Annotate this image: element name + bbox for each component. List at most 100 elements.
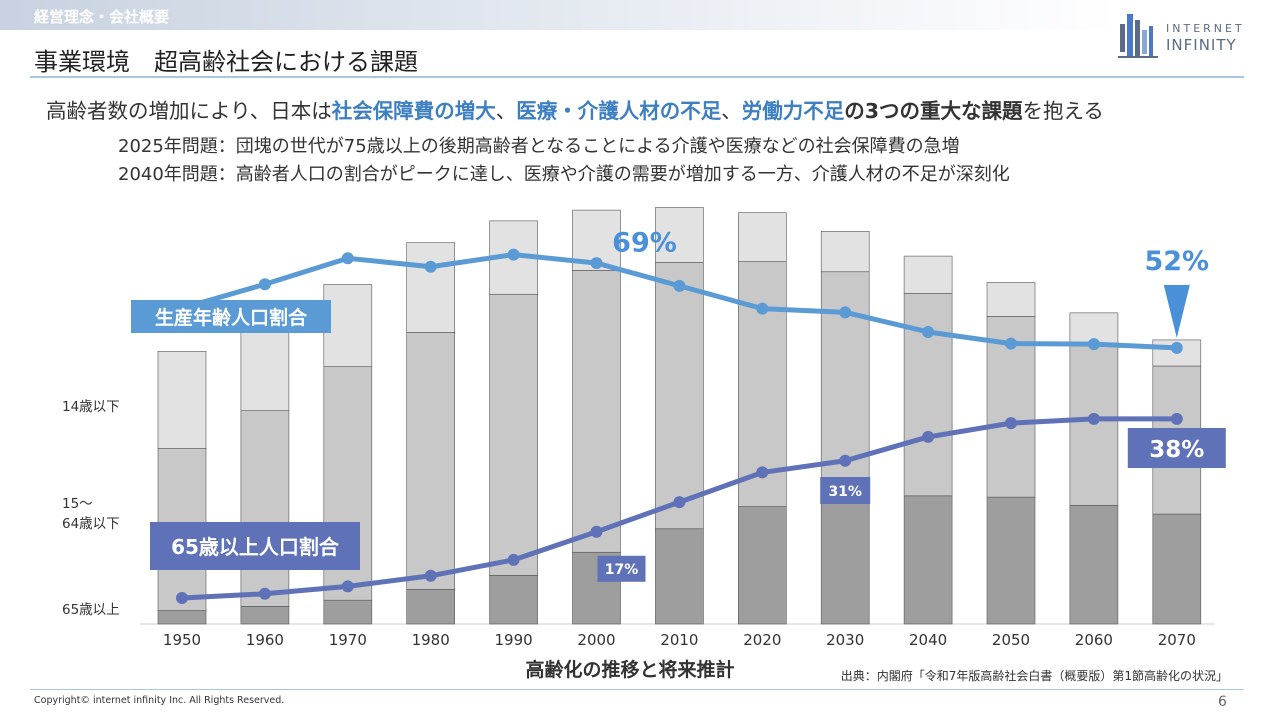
x-tick-label: 1950 (163, 631, 201, 649)
bar-2010-segment-2 (655, 207, 704, 263)
bottom-end-label: 38% (1149, 437, 1204, 463)
bar-2010-segment-1 (655, 261, 704, 530)
headline-separator: 、 (721, 99, 742, 123)
top-line-name: 生産年齢人口割合 (155, 306, 308, 329)
top-peak-label: 69% (612, 228, 677, 259)
source-note: 出典：内閣府「令和7年版高齢社会白書（概要版）第1節高齢化の状況」 (841, 668, 1228, 683)
x-tick-label: 2070 (1158, 631, 1196, 649)
bar-2000-segment-1 (572, 270, 621, 553)
line-1-point-2050 (1005, 417, 1017, 430)
legend-65-over: 65歳以上 (62, 602, 120, 618)
bar-1990-segment-0 (489, 575, 538, 625)
bar-2040-segment-1 (903, 292, 953, 497)
legend-15-64-line1: 15～ (62, 496, 93, 512)
line-0-point-1970 (341, 252, 354, 265)
line-0-point-2010 (673, 279, 686, 292)
line-0-point-2020 (756, 302, 769, 315)
title-divider (30, 76, 1244, 78)
bar-2060-segment-0 (1069, 504, 1119, 625)
x-tick-label: 2040 (909, 631, 947, 649)
bar-1960-segment-1 (240, 410, 290, 607)
headline-highlight-social-security: 社会保障費の増大 (331, 99, 496, 123)
line-0-point-2000 (590, 257, 603, 270)
line-1-point-2010 (673, 496, 686, 509)
bar-1970-segment-2 (323, 284, 373, 367)
line-1-point-2020 (756, 466, 769, 479)
line-1-point-1990 (507, 553, 520, 566)
top-line-name-box (131, 300, 331, 333)
headline-separator: 、 (495, 99, 517, 123)
footer-divider (30, 689, 1244, 690)
x-tick-label: 2000 (577, 631, 615, 649)
headline-bold: の3つの重大な課題 (844, 99, 1023, 123)
line-0-point-2070 (1170, 341, 1183, 354)
top-end-label: 52% (1144, 246, 1209, 277)
bar-2050-segment-2 (986, 282, 1036, 317)
line-1-point-1970 (341, 580, 354, 593)
bar-1980-segment-1 (406, 332, 456, 590)
line-1-point-2070 (1170, 412, 1183, 425)
x-tick-label: 2050 (992, 631, 1030, 649)
logo-text-internet: INTERNET (1166, 22, 1245, 35)
bottom-end-label-box (1127, 428, 1226, 468)
bar-2060-segment-2 (1069, 312, 1119, 344)
x-axis-title: 高齢化の推移と将来推計 (525, 658, 734, 681)
bar-1950-segment-2 (157, 351, 207, 449)
subline-2040: 2040年問題：高齢者人口の割合がピークに達し、医療や介護の需要が増加する一方、… (118, 164, 1010, 185)
bar-1960-segment-2 (240, 318, 290, 411)
bar-1990-segment-1 (489, 293, 538, 576)
bottom-line-name: 65歳以上人口割合 (171, 535, 340, 559)
legend-14-under: 14歳以下 (62, 399, 120, 415)
header-bar (0, 0, 1120, 30)
line-1-point-1950 (176, 592, 188, 605)
label-2030-box (820, 477, 871, 504)
bar-1970-segment-0 (323, 599, 373, 625)
bar-2040-segment-0 (903, 495, 953, 625)
headline-highlight-care-staff: 医療・介護人材の不足 (516, 99, 722, 123)
x-tick-label: 1960 (246, 631, 284, 649)
top-end-arrow (1163, 285, 1190, 338)
section-label: 経営理念・会社概要 (34, 8, 170, 26)
bar-2040-segment-2 (903, 255, 953, 294)
label-2000: 17% (605, 562, 639, 578)
line-0-point-2060 (1087, 338, 1100, 351)
label-2030: 31% (828, 484, 862, 500)
x-tick-label: 2010 (660, 631, 698, 649)
x-tick-label: 2060 (1075, 631, 1113, 649)
bar-2030-segment-2 (820, 231, 870, 273)
headline: 高齢者数の増加により、日本は社会保障費の増大、医療・介護人材の不足、労働力不足の… (46, 94, 1104, 124)
company-logo (1118, 14, 1158, 58)
x-tick-label: 2030 (826, 631, 864, 649)
bar-2020-segment-0 (737, 506, 787, 625)
subline-2025: 2025年問題：団塊の世代が75歳以上の後期高齢者となることによる介護や医療など… (118, 136, 960, 157)
headline-part: 高齢者数の増加により、日本は (46, 99, 332, 123)
line-1-point-2030 (839, 454, 852, 467)
line-1-point-1960 (258, 587, 271, 600)
bar-2010-segment-0 (655, 528, 704, 625)
bar-1950-segment-0 (157, 610, 207, 625)
line-0-point-1980 (424, 260, 437, 273)
line-1-point-2060 (1087, 412, 1100, 425)
line-1-point-2040 (922, 430, 935, 443)
line-0-point-2050 (1005, 337, 1017, 350)
headline-highlight-labor: 労働力不足 (741, 99, 845, 123)
bar-1980-segment-0 (406, 589, 456, 625)
bar-2020-segment-2 (737, 212, 787, 262)
line-0-point-2030 (839, 306, 852, 319)
bar-1960-segment-0 (240, 606, 290, 625)
x-tick-label: 1970 (329, 631, 367, 649)
bar-2050-segment-0 (986, 496, 1036, 625)
bottom-line-name-box (150, 522, 360, 570)
copyright: Copyright© internet infinity Inc. All Ri… (34, 695, 285, 706)
label-2000-box (597, 555, 646, 582)
bar-1980-segment-2 (406, 242, 456, 333)
line-1-point-2000 (590, 525, 603, 538)
line-0-point-2040 (922, 325, 935, 338)
x-tick-label: 2020 (743, 631, 781, 649)
line-1-point-1980 (424, 569, 437, 582)
legend-15-64-line2: 64歳以下 (62, 516, 120, 532)
headline-part: を抱える (1022, 99, 1104, 123)
page-title: 事業環境 超高齢社会における課題 (34, 48, 418, 76)
x-tick-label: 1990 (495, 631, 533, 649)
